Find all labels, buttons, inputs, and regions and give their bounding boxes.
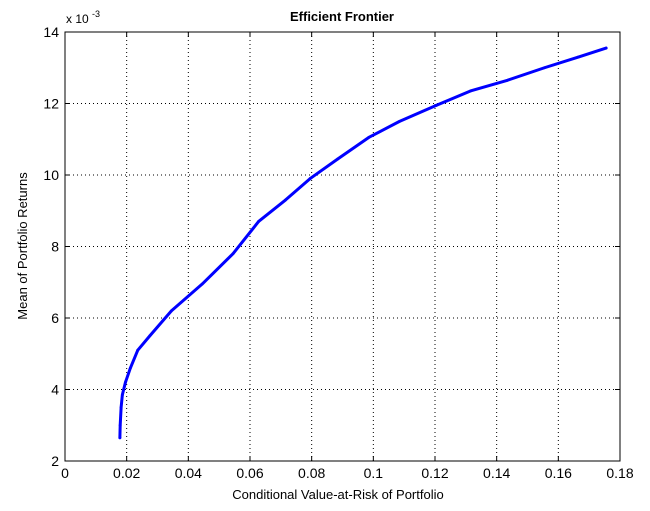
x-tick-labels: 0 0.02 0.04 0.06 0.08 0.1 0.12 0.14 0.16 0.18 xyxy=(61,465,634,481)
frontier-point xyxy=(469,89,472,93)
y-tick-label: 6 xyxy=(51,310,59,326)
series-layer xyxy=(118,46,608,440)
frontier-point xyxy=(257,220,261,223)
frontier-point xyxy=(576,55,580,59)
x-tick-label: 0.18 xyxy=(606,465,633,481)
x-tick-label: 0 xyxy=(61,465,69,481)
frontier-point xyxy=(284,198,287,202)
x-axis-label: Conditional Value-at-Risk of Portfolio xyxy=(232,487,443,502)
y-axis-multiplier: x 10 -3 xyxy=(66,9,100,26)
x-tick-label: 0.1 xyxy=(364,465,384,481)
grid-lines xyxy=(65,32,620,461)
frontier-point xyxy=(506,78,509,82)
x-tick-label: 0.06 xyxy=(236,465,263,481)
frontier-point xyxy=(169,309,173,313)
x-tick-label: 0.12 xyxy=(421,465,448,481)
frontier-point xyxy=(200,282,204,286)
frontier-point xyxy=(148,334,152,338)
frontier-point xyxy=(118,436,122,440)
x-tick-label: 0.16 xyxy=(545,465,572,481)
x-tick-label: 0.08 xyxy=(298,465,325,481)
frontier-point xyxy=(118,423,122,427)
y-tick-label: 2 xyxy=(51,453,59,469)
frontier-point xyxy=(435,103,438,107)
chart-title: Efficient Frontier xyxy=(290,9,394,24)
tick-marks xyxy=(64,31,621,462)
y-tick-label: 14 xyxy=(43,24,59,40)
frontier-point xyxy=(128,366,132,370)
frontier-point xyxy=(231,252,235,256)
frontier-point xyxy=(308,177,312,180)
frontier-point xyxy=(336,157,340,161)
frontier-point xyxy=(120,393,124,397)
y-tick-label: 12 xyxy=(43,96,59,112)
frontier-point xyxy=(398,119,401,123)
x-tick-label: 0.02 xyxy=(113,465,140,481)
x-tick-label: 0.14 xyxy=(483,465,510,481)
plot-area xyxy=(65,32,620,461)
frontier-point xyxy=(604,46,608,50)
y-axis-multiplier-exponent: -3 xyxy=(92,9,100,19)
frontier-point xyxy=(136,348,140,352)
y-tick-labels: 2 4 6 8 10 12 14 xyxy=(43,24,59,469)
y-axis-label: Mean of Portfolio Returns xyxy=(15,172,30,320)
x-tick-label: 0.04 xyxy=(175,465,202,481)
frontier-point xyxy=(543,66,546,70)
frontier-point xyxy=(119,405,123,409)
y-tick-label: 8 xyxy=(51,239,59,255)
y-tick-label: 4 xyxy=(51,382,59,398)
frontier-point xyxy=(367,136,371,139)
frontier-point xyxy=(124,380,127,384)
y-tick-label: 10 xyxy=(43,167,59,183)
y-axis-multiplier-base: x 10 xyxy=(66,12,89,26)
